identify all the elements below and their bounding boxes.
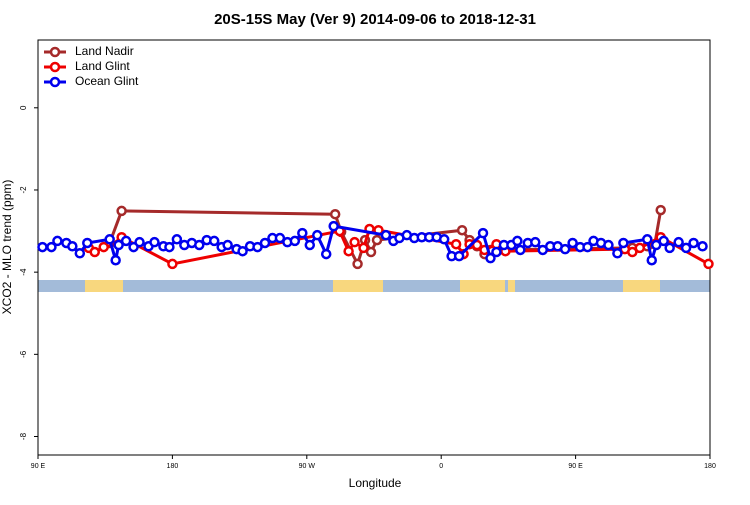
land-patch: [623, 280, 660, 292]
data-point: [194, 239, 205, 251]
data-point: [642, 234, 653, 245]
data-point: [167, 258, 178, 270]
data-point: [512, 235, 523, 247]
data-point: [664, 242, 675, 254]
data-point: [697, 241, 708, 252]
data-point: [688, 237, 699, 249]
y-axis-label: XCO2 - MLO trend (ppm): [0, 180, 14, 315]
x-tick-label: 180: [167, 463, 179, 470]
data-point: [485, 252, 496, 264]
legend-marker: [49, 76, 61, 88]
data-point: [456, 224, 468, 236]
legend-label: Land Glint: [75, 59, 130, 73]
data-point: [259, 237, 271, 249]
data-point: [134, 236, 145, 248]
data-point: [312, 229, 323, 241]
data-point: [104, 234, 115, 245]
legend-label: Ocean Glint: [75, 74, 139, 88]
land-patch: [508, 280, 515, 292]
y-tick-label: 0: [19, 105, 28, 110]
data-point: [116, 205, 127, 217]
data-point: [471, 239, 483, 251]
data-point: [618, 237, 629, 249]
data-point: [320, 248, 332, 260]
data-point: [329, 208, 341, 220]
data-point: [289, 235, 301, 247]
data-point: [164, 241, 175, 253]
data-point: [673, 236, 684, 248]
x-tick-label: 90 E: [568, 463, 583, 470]
data-point: [365, 246, 377, 258]
land-patch: [333, 280, 383, 292]
data-point: [646, 254, 658, 266]
data-point: [559, 243, 571, 255]
data-point: [297, 227, 308, 239]
land-patch: [460, 280, 505, 292]
data-point: [703, 258, 714, 270]
data-point: [37, 241, 48, 253]
data-point: [371, 234, 383, 246]
data-point: [98, 241, 109, 253]
data-point: [110, 254, 121, 266]
data-point: [113, 239, 124, 251]
map-strip: [38, 280, 710, 292]
data-point: [634, 242, 646, 254]
y-tick-label: -2: [19, 186, 28, 194]
data-point: [252, 241, 263, 253]
data-point: [450, 238, 462, 250]
data-point: [380, 229, 392, 241]
data-point: [453, 250, 465, 262]
data-point: [680, 242, 692, 254]
y-tick-label: -8: [19, 432, 28, 440]
data-point: [304, 239, 316, 251]
land-patch: [85, 280, 123, 292]
data-point: [491, 246, 502, 258]
data-point: [274, 232, 286, 244]
x-tick-label: 0: [439, 463, 443, 470]
data-point: [477, 227, 489, 239]
chart-title: 20S-15S May (Ver 9) 2014-09-06 to 2018-1…: [214, 11, 536, 28]
data-point: [171, 234, 183, 245]
x-tick-label: 90 E: [31, 463, 46, 470]
data-point: [222, 239, 233, 251]
legend-marker: [49, 61, 61, 73]
data-point: [627, 246, 638, 258]
data-point: [612, 248, 623, 259]
data-point: [343, 245, 354, 257]
x-tick-label: 90 W: [299, 463, 316, 470]
data-point: [603, 239, 614, 251]
data-point: [237, 245, 248, 257]
data-point: [530, 236, 541, 248]
y-tick-label: -6: [19, 350, 28, 358]
data-point: [650, 239, 662, 251]
data-point: [208, 235, 220, 247]
x-axis-label: Longitude: [349, 476, 402, 490]
data-point: [149, 236, 160, 248]
data-point: [349, 236, 360, 248]
x-tick-label: 180: [704, 463, 716, 470]
data-point: [655, 204, 666, 216]
data-point: [46, 241, 57, 253]
data-point: [352, 258, 363, 270]
data-point: [515, 244, 526, 256]
data-point: [67, 241, 78, 252]
y-tick-label: -4: [19, 268, 28, 276]
data-point: [74, 248, 86, 259]
data-point: [438, 234, 450, 245]
data-point: [658, 235, 669, 247]
data-point: [582, 241, 593, 253]
data-point: [120, 235, 132, 247]
data-point: [82, 237, 93, 249]
data-point: [328, 220, 339, 232]
legend-marker: [49, 46, 61, 58]
data-point: [89, 246, 100, 258]
data-point: [52, 235, 63, 247]
data-point: [358, 242, 369, 254]
data-point: [567, 237, 578, 249]
legend-label: Land Nadir: [75, 44, 134, 58]
